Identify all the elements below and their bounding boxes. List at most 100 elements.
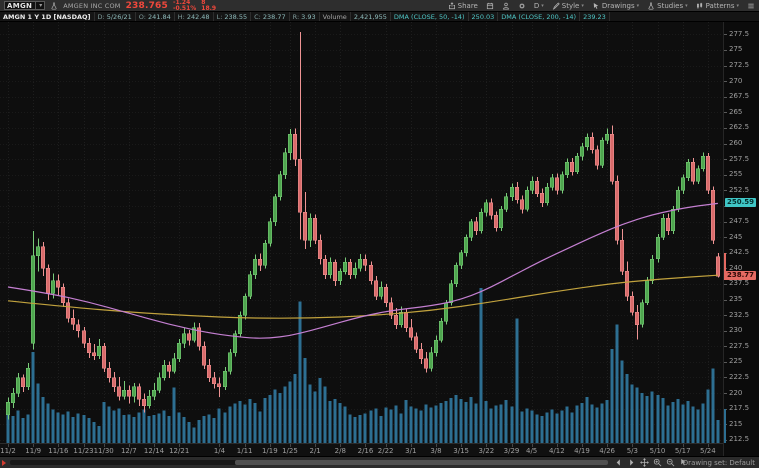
chart-area: 277.5 275 272.5 270 267.5 265 262.5 260 257.5 255… <box>0 22 759 456</box>
date-tick-mark <box>557 444 558 447</box>
price-tick-mark <box>724 175 727 176</box>
date-tick-label: 12/7 <box>120 447 137 455</box>
chart-info-bar: AMGN 1 Y 1D [NASDAQ] D: 5/26/21 O: 241.8… <box>0 11 759 22</box>
date-tick-label: 12/21 <box>169 447 190 455</box>
company-name: AMGEN INC COM <box>63 1 121 10</box>
date-tick-label: 3/22 <box>478 447 495 455</box>
gear-icon <box>519 2 525 9</box>
chevron-down-icon: ▾ <box>685 2 688 9</box>
date-tick-label: 11/2 <box>0 447 16 455</box>
study-dma200-label[interactable]: DMA (CLOSE, 200, -14) <box>498 12 581 21</box>
toolbar-button-menu[interactable] <box>747 2 755 10</box>
price-tick-mark <box>724 237 727 238</box>
flask-icon <box>648 1 654 10</box>
date-tick-label: 11/23 <box>73 447 94 455</box>
toolbar-button-studies[interactable]: Studies ▾ <box>647 1 688 10</box>
zoom-in-button[interactable] <box>653 458 662 467</box>
price-tick-label: 260 <box>729 139 743 148</box>
pointer-button[interactable] <box>679 458 688 467</box>
step-back-icon <box>616 459 620 466</box>
price-tick-mark <box>724 190 727 191</box>
date-tick-mark <box>532 444 533 447</box>
bottom-statusbar: Drawing set: Default <box>0 456 759 468</box>
divider <box>35 2 37 9</box>
price-tick-label: 272.5 <box>729 61 750 70</box>
price-tick-label: 217.5 <box>729 404 750 413</box>
study-dma50-value: 250.03 <box>469 12 499 21</box>
chevron-down-icon: ▾ <box>636 2 640 9</box>
price-chart-canvas[interactable] <box>0 22 723 443</box>
volume-zone-strip <box>724 408 726 443</box>
price-tick-label: 267.5 <box>729 92 750 101</box>
percent-change: -0.51% <box>172 4 197 12</box>
zoom-out-icon <box>666 458 675 467</box>
date-tick-mark <box>84 444 85 447</box>
date-tick-mark <box>315 444 316 447</box>
toolbar-button-d[interactable]: D ▾ <box>533 1 544 10</box>
close-field: C: 238.77 <box>251 12 290 21</box>
price-tick-mark <box>724 50 727 51</box>
toolbar-button-style[interactable]: Style ▾ <box>552 2 584 10</box>
price-tick-mark <box>724 315 727 316</box>
date-tick-mark <box>461 444 462 447</box>
date-tick-mark <box>658 444 659 447</box>
price-tick-mark <box>724 346 727 347</box>
step-back-button[interactable] <box>614 458 623 467</box>
price-tick-mark <box>724 81 727 82</box>
price-axis[interactable]: 277.5 275 272.5 270 267.5 265 262.5 260 257.5 255… <box>723 22 759 456</box>
toolbar-button-patterns[interactable]: Patterns ▾ <box>696 2 739 10</box>
bid-size: 8 <box>201 0 206 6</box>
date-tick-label: 2/8 <box>334 447 346 455</box>
date-tick-label: 5/24 <box>699 447 716 455</box>
person-icon <box>502 2 509 10</box>
menu-icon <box>748 3 754 8</box>
low-field: L: 238.55 <box>214 12 252 21</box>
step-forward-button[interactable] <box>627 458 636 467</box>
date-tick-label: 5/3 <box>626 447 638 455</box>
last-price: 238.765 <box>125 0 168 11</box>
volume-label: Volume <box>320 12 351 21</box>
cursor-icon <box>593 2 599 9</box>
price-tick-label: 265 <box>729 107 743 116</box>
date-tick-mark <box>340 444 341 447</box>
pan-button[interactable] <box>640 458 649 467</box>
date-tick-mark <box>104 444 105 447</box>
chevron-down-icon: ▾ <box>541 2 544 9</box>
scrollbar-thumb[interactable] <box>235 460 608 465</box>
price-change: -1.24 -0.51% <box>173 0 196 11</box>
session-range-strip <box>724 252 726 280</box>
flask-icon <box>51 1 57 10</box>
price-tick-label: 232.5 <box>729 310 750 319</box>
brush-icon <box>552 1 560 10</box>
toolbar-button-person[interactable] <box>502 2 510 10</box>
symbol-input[interactable]: AMGN ▾ <box>4 1 46 10</box>
toolbar-button-gear[interactable] <box>518 2 526 10</box>
date-tick-label: 1/25 <box>282 447 298 455</box>
date-tick-label: 1/4 <box>213 447 226 455</box>
price-tick-label: 242.5 <box>729 248 750 257</box>
toolbar-button-drawings[interactable]: Drawings ▾ <box>592 2 639 10</box>
date-tick-mark <box>486 444 487 447</box>
chevron-down-icon: ▾ <box>736 2 739 9</box>
price-tick-mark <box>724 97 727 98</box>
date-tick-label: 1/19 <box>261 447 278 455</box>
date-tick-mark <box>411 444 412 447</box>
toolbar-button-share[interactable]: Share <box>448 2 478 10</box>
ma50-line <box>7 202 718 339</box>
horizontal-scrollbar[interactable] <box>10 460 608 465</box>
chevron-down-icon[interactable]: ▾ <box>39 2 43 9</box>
chart-nav-controls <box>614 458 688 467</box>
zoom-out-button[interactable] <box>666 458 675 467</box>
flask-icon[interactable] <box>50 1 58 10</box>
date-tick-mark <box>33 444 34 447</box>
date-tick-mark <box>683 444 684 447</box>
date-axis[interactable]: 11/2 11/9 11/16 11/23 11/30 12/7 12/14 12/21 1/4… <box>0 443 723 456</box>
chart-symbol-title[interactable]: AMGN 1 Y 1D [NASDAQ] <box>0 12 95 21</box>
price-tick-mark <box>724 66 727 67</box>
date-tick-mark <box>179 444 180 447</box>
pan-icon <box>640 458 649 467</box>
toolbar-button-calendar[interactable] <box>486 2 494 10</box>
study-dma50-label[interactable]: DMA (CLOSE, 50, -14) <box>391 12 469 21</box>
date-tick-label: 4/12 <box>548 447 565 455</box>
